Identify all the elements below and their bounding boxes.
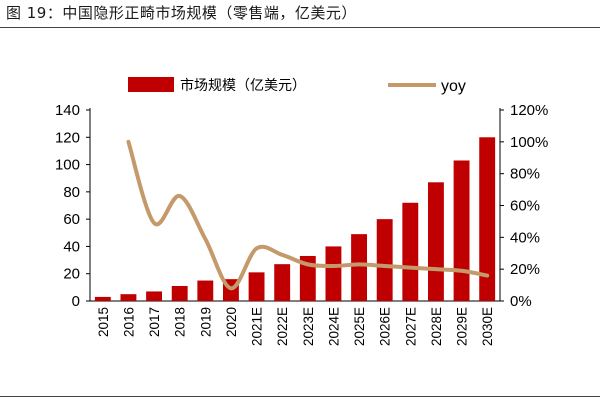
y-right-tick-label: 120% — [510, 102, 548, 119]
bar — [248, 272, 265, 301]
y-left-tick-label: 20 — [63, 266, 80, 283]
y-right-tick-label: 20% — [510, 261, 540, 278]
x-tick-label: 2020 — [224, 307, 239, 337]
x-tick-label: 2018 — [173, 307, 188, 337]
x-tick-label: 2026E — [378, 307, 393, 346]
legend-line-label: yoy — [441, 78, 466, 95]
y-left-tick-label: 60 — [63, 211, 80, 228]
x-tick-label: 2016 — [121, 307, 136, 337]
x-tick-label: 2019 — [198, 307, 213, 337]
x-tick-label: 2030E — [480, 307, 495, 346]
y-left-tick-label: 140 — [55, 102, 80, 119]
bar — [427, 182, 444, 301]
bar — [94, 296, 111, 301]
bar — [402, 202, 419, 301]
y-left-tick-label: 40 — [63, 238, 80, 255]
y-right-tick-label: 80% — [510, 166, 540, 183]
y-right-tick-label: 60% — [510, 198, 540, 215]
figure-title: 图 19：中国隐形正畸市场规模（零售端，亿美元） — [6, 4, 357, 22]
bar — [197, 280, 214, 301]
x-tick-label: 2022E — [275, 307, 290, 346]
bar — [351, 234, 368, 301]
yoy-line — [126, 139, 490, 291]
y-left-tick-label: 100 — [55, 157, 80, 174]
bar — [325, 246, 342, 301]
bar — [120, 294, 137, 301]
bar — [171, 285, 188, 301]
y-left-tick-label: 80 — [63, 184, 80, 201]
x-tick-label: 2029E — [455, 307, 470, 346]
x-tick-label: 2021E — [250, 307, 265, 346]
y-left-tick-label: 120 — [55, 129, 80, 146]
x-tick-label: 2023E — [301, 307, 316, 346]
bar — [274, 264, 291, 301]
x-tick-label: 2025E — [352, 307, 367, 346]
y-right-tick-label: 100% — [510, 134, 548, 151]
bar — [299, 255, 316, 301]
y-left-tick-label: 0 — [72, 293, 80, 310]
bar — [376, 219, 393, 301]
x-tick-label: 2028E — [429, 307, 444, 346]
x-tick-label: 2015 — [96, 307, 111, 337]
x-tick-label: 2017 — [147, 307, 162, 337]
x-tick-label: 2027E — [403, 307, 418, 346]
legend-bar-label: 市场规模（亿美元） — [180, 77, 306, 94]
legend-bar-swatch — [128, 77, 174, 92]
bottom-divider — [0, 396, 600, 397]
bar — [479, 137, 496, 301]
title-divider — [0, 27, 600, 28]
y-right-tick-label: 0% — [510, 293, 532, 310]
x-tick-label: 2024E — [326, 307, 341, 346]
bar — [453, 160, 470, 301]
bar — [146, 291, 163, 301]
y-right-tick-label: 40% — [510, 229, 540, 246]
